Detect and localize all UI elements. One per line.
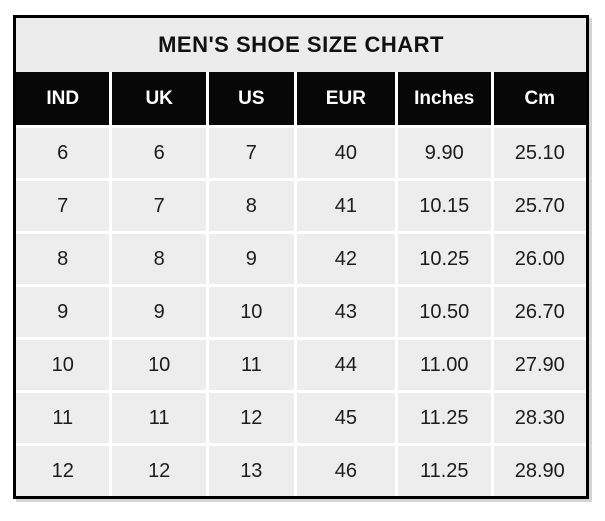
table-cell: 43 (296, 287, 395, 337)
table-cell: 12 (112, 446, 206, 496)
table-cell: 7 (208, 128, 294, 178)
table-cell: 10 (112, 340, 206, 390)
table-cell: 12 (208, 393, 294, 443)
table-cell: 11.00 (398, 340, 491, 390)
column-header-uk: UK (112, 72, 206, 125)
table-cell: 11 (16, 393, 110, 443)
table-cell: 10 (208, 287, 294, 337)
table-cell: 44 (296, 340, 395, 390)
chart-title: MEN'S SHOE SIZE CHART (16, 18, 586, 72)
column-header-ind: IND (16, 72, 110, 125)
table-cell: 6 (16, 128, 110, 178)
table-cell: 40 (296, 128, 395, 178)
table-cell: 11 (208, 340, 294, 390)
table-cell: 10.50 (398, 287, 491, 337)
column-header-inches: Inches (398, 72, 491, 125)
table-cell: 7 (16, 181, 110, 231)
table-cell: 26.00 (493, 234, 586, 284)
table-cell: 9 (16, 287, 110, 337)
table-cell: 25.70 (493, 181, 586, 231)
table-cell: 11.25 (398, 393, 491, 443)
table-cell: 13 (208, 446, 294, 496)
table-cell: 9 (208, 234, 294, 284)
table-cell: 12 (16, 446, 110, 496)
table-cell: 9.90 (398, 128, 491, 178)
table-cell: 28.30 (493, 393, 586, 443)
table-cell: 8 (208, 181, 294, 231)
table-cell: 27.90 (493, 340, 586, 390)
column-header-eur: EUR (296, 72, 395, 125)
table-cell: 26.70 (493, 287, 586, 337)
table-cell: 8 (112, 234, 206, 284)
table-cell: 10 (16, 340, 110, 390)
table-cell: 9 (112, 287, 206, 337)
table-cell: 11 (112, 393, 206, 443)
table-cell: 10.15 (398, 181, 491, 231)
shoe-size-chart: MEN'S SHOE SIZE CHART IND UK US EUR Inch… (13, 15, 589, 499)
table-cell: 10.25 (398, 234, 491, 284)
column-header-cm: Cm (493, 72, 586, 125)
table-cell: 6 (112, 128, 206, 178)
table-cell: 28.90 (493, 446, 586, 496)
table-cell: 11.25 (398, 446, 491, 496)
table-cell: 25.10 (493, 128, 586, 178)
table-cell: 42 (296, 234, 395, 284)
size-table: IND UK US EUR Inches Cm 6 6 7 40 9.90 25… (16, 72, 586, 496)
table-cell: 46 (296, 446, 395, 496)
table-cell: 8 (16, 234, 110, 284)
table-cell: 7 (112, 181, 206, 231)
table-cell: 45 (296, 393, 395, 443)
table-cell: 41 (296, 181, 395, 231)
column-header-us: US (208, 72, 294, 125)
